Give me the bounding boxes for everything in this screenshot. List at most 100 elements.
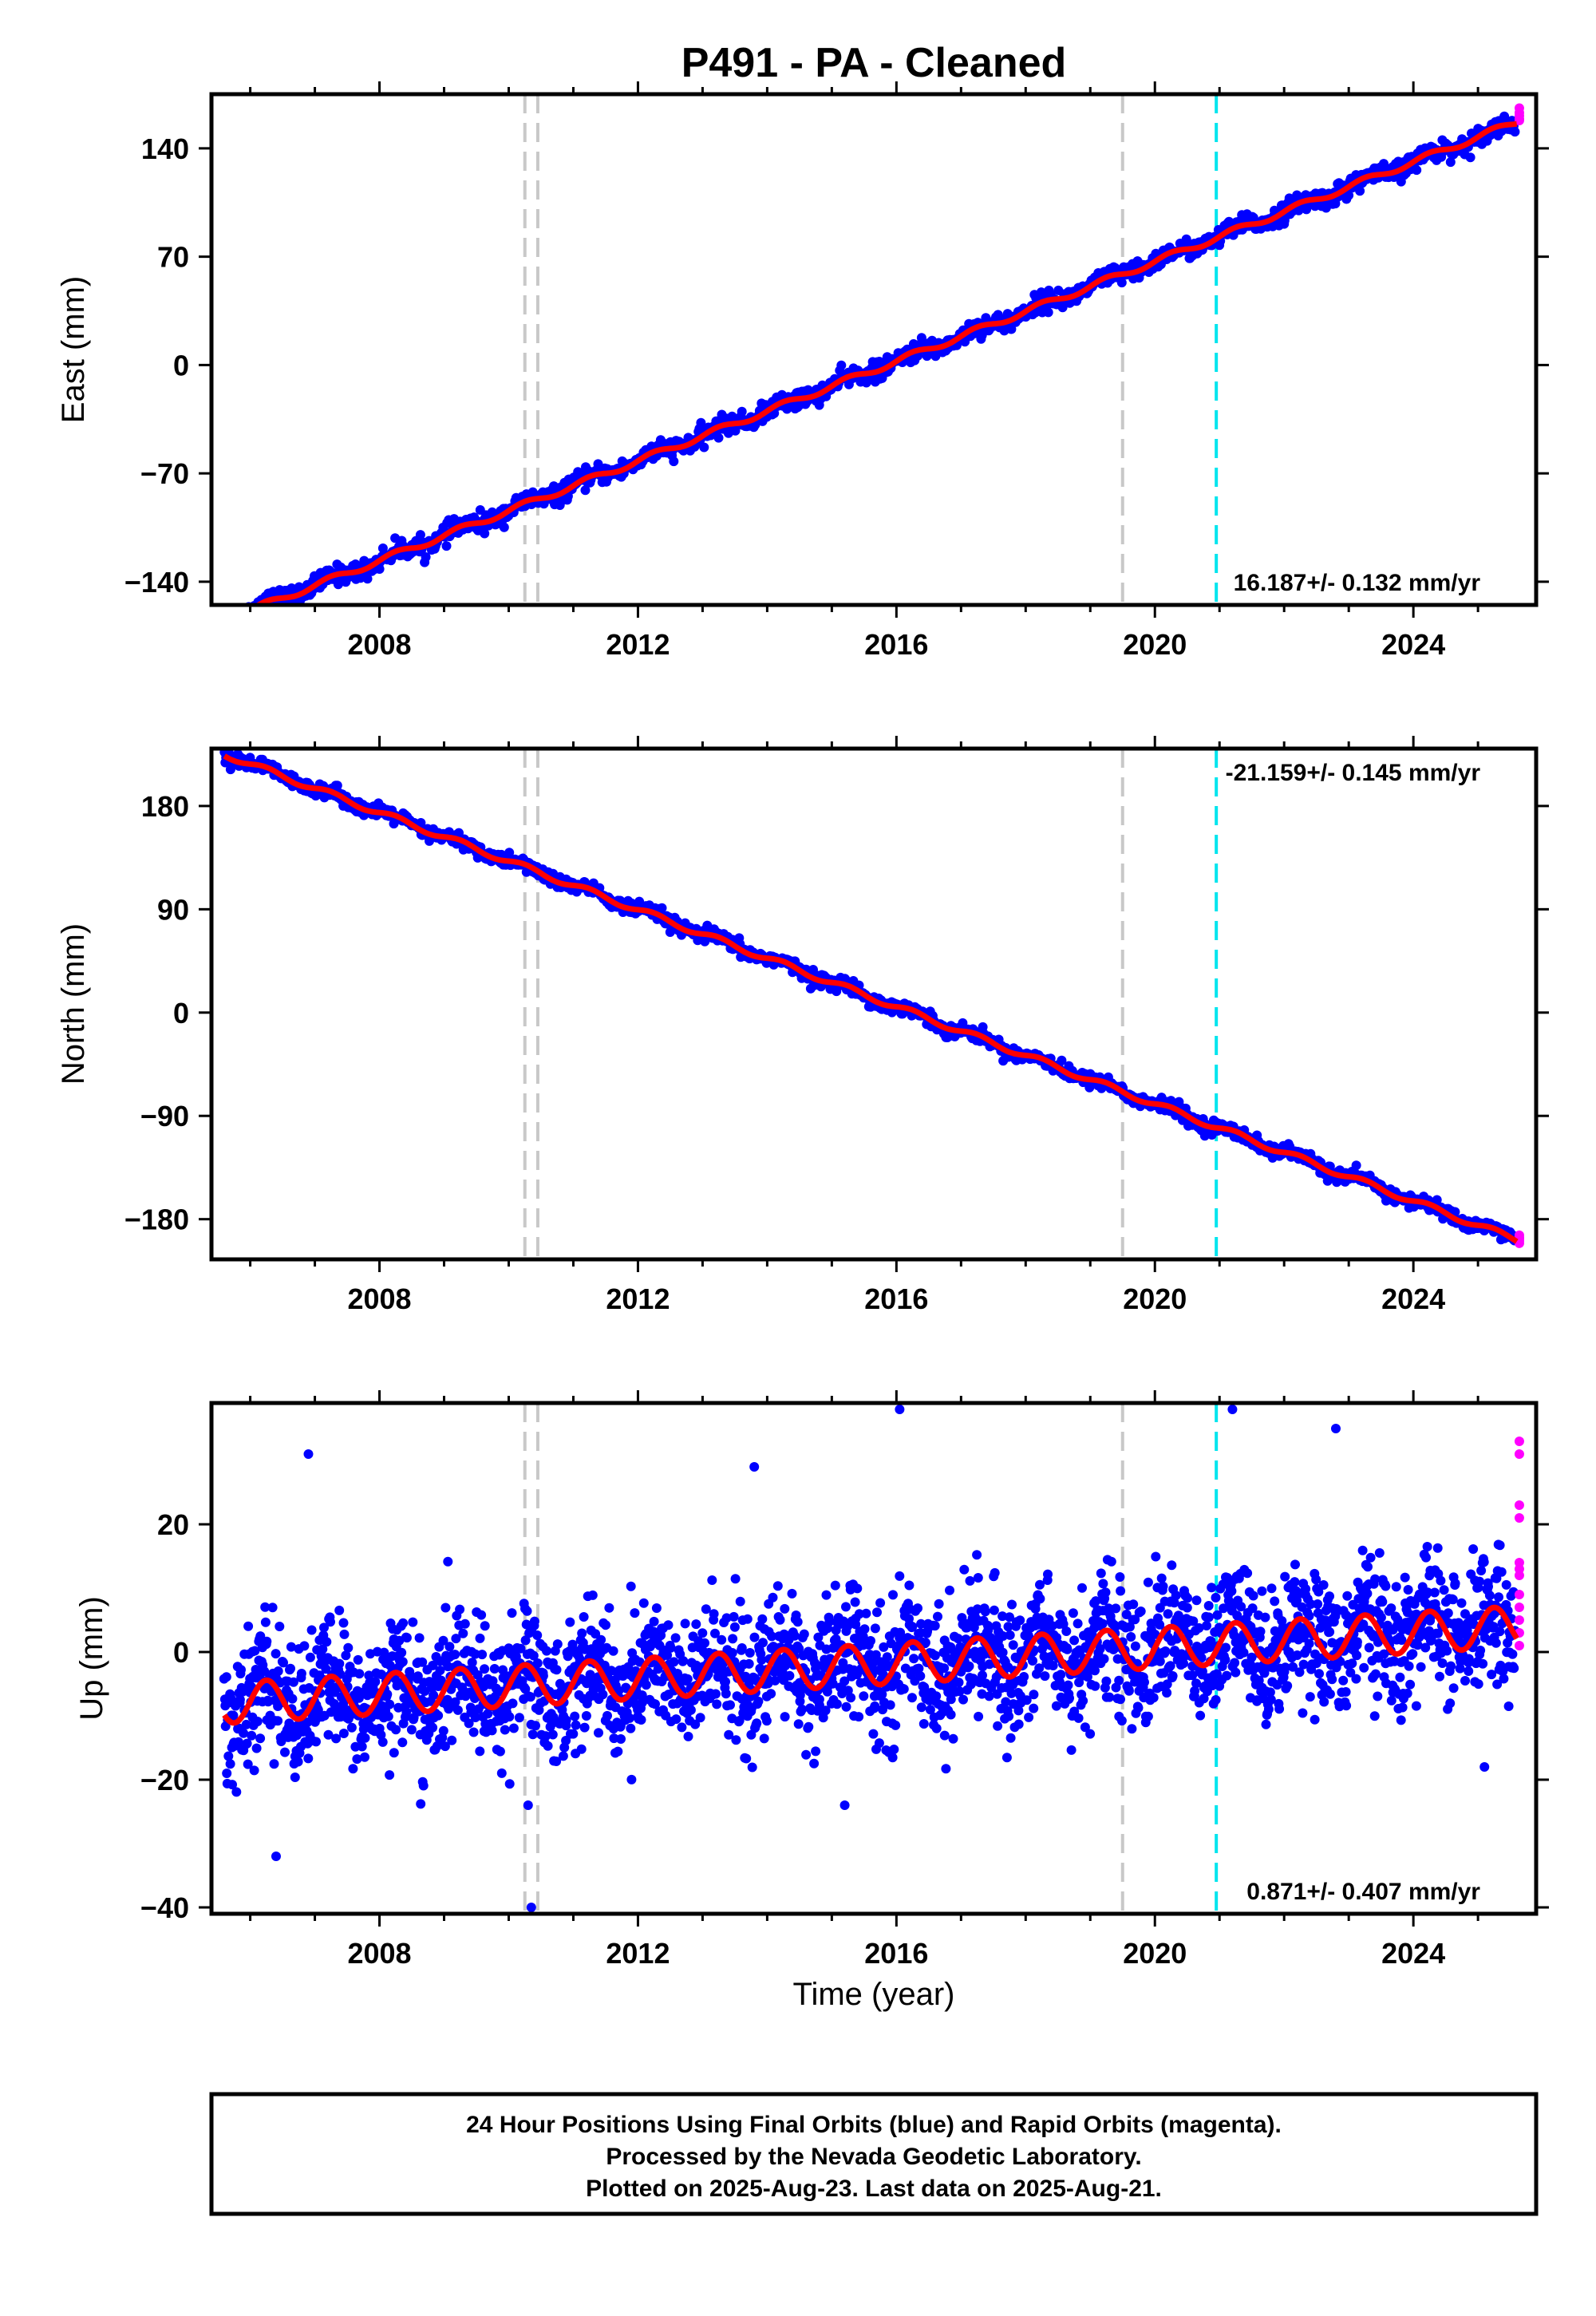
data-point [227, 621, 237, 630]
data-point [931, 1691, 942, 1701]
data-point [529, 1616, 539, 1626]
data-point [801, 1749, 812, 1760]
data-point [772, 1581, 783, 1591]
data-point [1294, 205, 1304, 215]
data-point [885, 1700, 895, 1710]
data-point [296, 1669, 306, 1678]
data-point [1001, 1753, 1012, 1763]
data-point [383, 1711, 393, 1721]
data-point [377, 1737, 388, 1747]
data-point [895, 1571, 905, 1581]
data-point [710, 1628, 720, 1638]
data-point [759, 1733, 769, 1744]
data-point [1099, 1654, 1109, 1664]
data-point [1100, 1587, 1111, 1598]
data-point [1029, 1690, 1039, 1700]
data-point [234, 617, 243, 626]
data-point [234, 613, 243, 622]
data-point [677, 1722, 687, 1733]
data-point [520, 1635, 531, 1646]
data-point [626, 1581, 636, 1591]
data-point [859, 1691, 869, 1701]
data-point [565, 1617, 575, 1627]
data-point [354, 1669, 365, 1679]
data-point [799, 1629, 809, 1639]
data-point [235, 618, 245, 627]
data-point [567, 1639, 578, 1650]
data-point [532, 1658, 543, 1668]
data-point [1057, 1055, 1067, 1065]
data-point [522, 1606, 532, 1616]
data-point [761, 1716, 772, 1726]
data-point [496, 1768, 507, 1778]
data-point [828, 1678, 838, 1689]
data-point [480, 528, 490, 539]
data-point [1130, 1614, 1140, 1625]
data-point [499, 522, 509, 532]
data-point [993, 1721, 1003, 1731]
data-point [243, 1621, 254, 1631]
data-point [638, 1598, 649, 1608]
plot-area [219, 1403, 1524, 1914]
data-point [945, 1585, 954, 1595]
data-point [229, 622, 239, 631]
data-point [662, 1650, 673, 1660]
data-point [1013, 1705, 1024, 1716]
data-point [757, 1654, 767, 1665]
data-point [637, 1697, 647, 1708]
data-point [514, 1713, 524, 1723]
data-point [870, 1701, 880, 1711]
data-point [1019, 1672, 1029, 1682]
plot-area [221, 94, 1524, 631]
data-point [275, 1622, 285, 1631]
data-point [252, 1717, 263, 1726]
data-point [954, 1686, 965, 1697]
data-point [568, 1729, 579, 1739]
data-point [710, 1689, 721, 1699]
x-tick-label: 2024 [1381, 628, 1445, 661]
y-tick-label: 180 [141, 790, 189, 823]
data-point [601, 1620, 610, 1630]
data-point [946, 1642, 956, 1652]
y-tick-label: −140 [124, 566, 189, 599]
data-point [468, 1727, 479, 1737]
data-point [286, 1642, 296, 1652]
data-point [231, 1787, 242, 1797]
data-point [604, 1603, 614, 1613]
data-point [401, 1706, 412, 1717]
data-point [1057, 302, 1068, 313]
y-axis-label: North (mm) [56, 923, 91, 1085]
plot-frame [209, 746, 1539, 1262]
data-point [1021, 1695, 1032, 1705]
data-point [941, 1764, 951, 1774]
data-point [415, 530, 425, 540]
data-point [470, 1649, 480, 1659]
data-point [757, 1614, 768, 1624]
x-tick-label: 2008 [347, 1282, 411, 1315]
data-point [794, 1643, 804, 1654]
data-point [768, 1592, 778, 1603]
data-point [444, 1642, 455, 1652]
data-point [787, 1588, 797, 1599]
data-point [221, 618, 231, 627]
data-point [1003, 1622, 1013, 1632]
data-point [1465, 152, 1476, 163]
data-point [508, 1723, 519, 1733]
data-point [331, 1733, 342, 1744]
data-point [959, 1564, 970, 1575]
data-point [637, 1690, 647, 1701]
data-point [925, 1705, 935, 1715]
data-point [1111, 1603, 1121, 1614]
data-point [1056, 1670, 1066, 1680]
data-point [334, 1658, 345, 1669]
data-point [1095, 1644, 1105, 1654]
data-point [247, 1730, 257, 1741]
data-point [1043, 307, 1053, 318]
data-point [575, 1654, 585, 1665]
y-tick-label: 0 [173, 349, 189, 381]
data-point [973, 1573, 983, 1583]
data-point [352, 1754, 362, 1765]
data-point [870, 1623, 880, 1634]
